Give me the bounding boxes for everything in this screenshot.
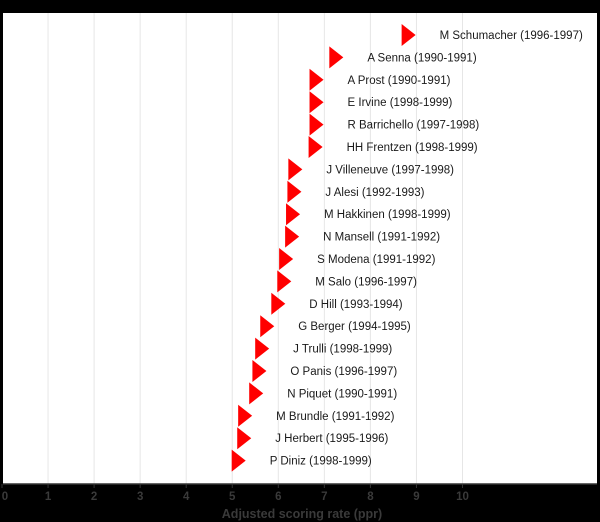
data-point: A Prost (1990-1991) [309, 68, 451, 91]
data-point: J Villeneuve (1997-1998) [288, 158, 454, 181]
data-point: G Berger (1994-1995) [260, 315, 411, 338]
plot-area [3, 13, 597, 484]
data-point: O Panis (1996-1997) [252, 360, 397, 382]
point-label: R Barrichello (1997-1998) [348, 120, 480, 132]
data-point: M Salo (1996-1997) [277, 270, 417, 293]
data-point: S Modena (1991-1992) [279, 248, 436, 270]
data-point: R Barrichello (1997-1998) [309, 113, 480, 136]
triangle-marker-icon [309, 68, 324, 91]
x-tick-label: 1 [45, 491, 52, 503]
point-label: D Hill (1993-1994) [309, 299, 402, 311]
triangle-marker-icon [285, 225, 300, 248]
x-tick-label: 9 [413, 491, 419, 503]
x-tick-label: 5 [229, 491, 236, 503]
data-point: E Irvine (1998-1999) [309, 91, 453, 114]
point-label: M Brundle (1991-1992) [276, 411, 394, 423]
triangle-marker-icon [309, 113, 324, 136]
point-label: J Alesi (1992-1993) [325, 187, 424, 199]
data-point: J Trulli (1998-1999) [255, 337, 392, 360]
data-point: J Alesi (1992-1993) [287, 180, 425, 203]
triangle-marker-icon [277, 270, 292, 293]
triangle-marker-icon [231, 449, 246, 472]
data-point: D Hill (1993-1994) [271, 292, 403, 315]
gridlines [47, 13, 463, 484]
x-tick-label: 10 [456, 491, 469, 503]
triangle-marker-icon [329, 46, 344, 69]
data-point: N Piquet (1990-1991) [249, 382, 397, 405]
point-label: J Herbert (1995-1996) [275, 433, 388, 445]
point-label: J Trulli (1998-1999) [293, 344, 392, 356]
triangle-marker-icon [260, 315, 275, 338]
triangle-marker-icon [238, 404, 253, 427]
data-point: HH Frentzen (1998-1999) [308, 136, 478, 158]
data-point: P Diniz (1998-1999) [231, 449, 372, 472]
triangle-marker-icon [308, 136, 323, 158]
x-axis-title: Adjusted scoring rate (ppr) [222, 507, 382, 521]
x-tick-label: 6 [275, 491, 281, 503]
point-label: J Villeneuve (1997-1998) [326, 164, 454, 176]
x-tick-label: 2 [91, 491, 97, 503]
triangle-marker-icon [287, 180, 302, 203]
triangle-marker-icon [309, 91, 324, 114]
x-tick-label: 3 [137, 491, 143, 503]
data-point: A Senna (1990-1991) [329, 46, 477, 69]
x-tick-label: 8 [367, 491, 374, 503]
triangle-marker-icon [252, 360, 267, 382]
triangle-marker-icon [249, 382, 264, 405]
x-tick-label: 4 [183, 491, 190, 503]
point-label: N Piquet (1990-1991) [287, 388, 397, 400]
x-tick-label: 7 [321, 491, 327, 503]
point-label: M Schumacher (1996-1997) [440, 30, 583, 42]
data-point: M Schumacher (1996-1997) [401, 24, 583, 46]
point-label: M Hakkinen (1998-1999) [324, 209, 451, 221]
x-axis-ticks: 0 1 2 3 4 5 6 7 8 9 10 [1, 484, 469, 503]
triangle-marker-icon [271, 292, 286, 315]
point-label: E Irvine (1998-1999) [348, 97, 453, 109]
point-label: A Prost (1990-1991) [348, 75, 451, 87]
point-label: P Diniz (1998-1999) [270, 456, 372, 468]
triangle-marker-icon [401, 24, 416, 46]
point-label: M Salo (1996-1997) [315, 276, 417, 288]
point-label: N Mansell (1991-1992) [323, 232, 440, 244]
triangle-marker-icon [237, 427, 252, 450]
x-tick-label: 0 [2, 491, 8, 503]
point-label: A Senna (1990-1991) [367, 52, 477, 64]
data-points: M Schumacher (1996-1997) A Senna (1990-19… [231, 24, 583, 472]
triangle-marker-icon [255, 337, 270, 360]
data-point: J Herbert (1995-1996) [237, 427, 389, 450]
point-label: G Berger (1994-1995) [298, 321, 411, 333]
point-label: O Panis (1996-1997) [290, 366, 397, 378]
triangle-marker-icon [288, 158, 303, 181]
point-label: HH Frentzen (1998-1999) [347, 142, 478, 154]
triangle-marker-icon [286, 203, 301, 226]
data-point: M Brundle (1991-1992) [238, 404, 395, 427]
data-point: M Hakkinen (1998-1999) [286, 203, 451, 226]
triangle-marker-icon [279, 248, 294, 270]
point-label: S Modena (1991-1992) [317, 254, 435, 266]
data-point: N Mansell (1991-1992) [285, 225, 440, 248]
